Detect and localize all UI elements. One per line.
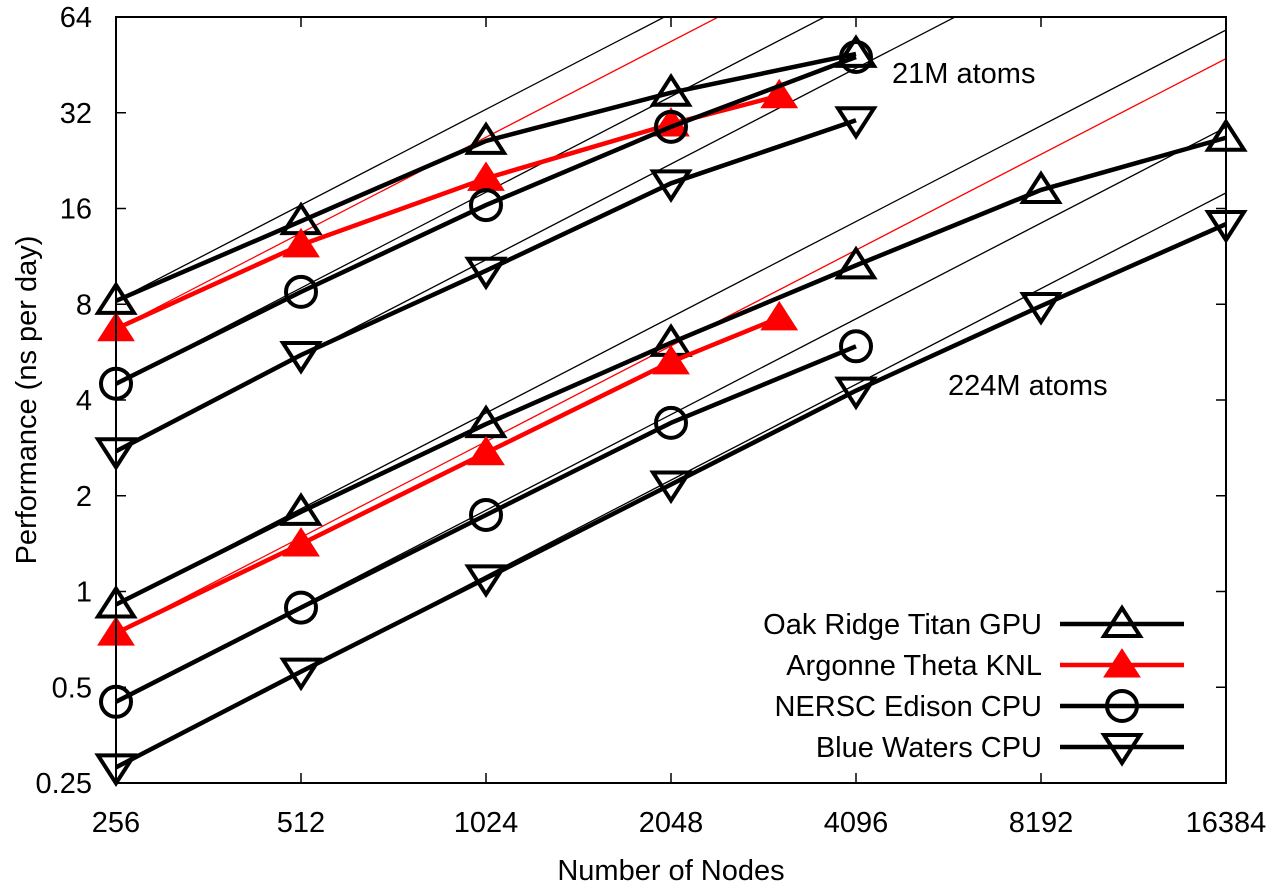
legend-item: NERSC Edison CPU bbox=[774, 689, 1184, 723]
series-line bbox=[114, 118, 857, 454]
x-tick-label: 2048 bbox=[639, 807, 704, 839]
legend-label: Oak Ridge Titan GPU bbox=[763, 609, 1042, 641]
legend-item: Blue Waters CPU bbox=[816, 732, 1184, 767]
series-nersc-edison-cpu-21m-atoms bbox=[99, 40, 873, 401]
triangle-marker bbox=[834, 245, 878, 280]
ideal-scaling-line bbox=[116, 126, 1226, 703]
legend-label: NERSC Edison CPU bbox=[774, 691, 1042, 723]
series-line bbox=[115, 51, 857, 303]
inverted-triangle-marker bbox=[279, 341, 323, 375]
x-axis-label: Number of Nodes bbox=[557, 855, 784, 887]
y-tick-label: 0.25 bbox=[36, 768, 92, 800]
circle-marker bbox=[839, 329, 873, 364]
inverted-triangle-marker bbox=[1019, 291, 1063, 326]
x-tick-label: 16384 bbox=[1186, 807, 1267, 839]
triangle-marker bbox=[649, 72, 693, 107]
y-tick-label: 0.5 bbox=[52, 672, 92, 704]
ideal-scaling-line bbox=[116, 17, 957, 452]
inverted-triangle-marker bbox=[464, 564, 508, 599]
y-tick-label: 2 bbox=[76, 481, 92, 513]
series-line bbox=[114, 344, 857, 704]
x-tick-label: 512 bbox=[277, 807, 325, 839]
legend-item: Oak Ridge Titan GPU bbox=[763, 604, 1184, 641]
filled-triangle-marker bbox=[760, 300, 799, 331]
circle-marker bbox=[284, 590, 318, 625]
legend: Oak Ridge Titan GPU Argonne Theta KNL NERS… bbox=[763, 604, 1184, 767]
circle-marker bbox=[654, 109, 688, 144]
annotation-224m: 224M atoms bbox=[948, 370, 1108, 402]
inverted-triangle-marker bbox=[834, 106, 878, 140]
circle-marker bbox=[654, 405, 688, 440]
x-tick-label: 256 bbox=[92, 807, 140, 839]
x-tick-label: 4096 bbox=[824, 807, 889, 839]
annotation-21m: 21M atoms bbox=[892, 58, 1035, 90]
series-argonne-theta-knl-224m-atoms bbox=[97, 300, 799, 646]
y-axis-label: Performance (ns per day) bbox=[11, 236, 43, 565]
y-tick-label: 1 bbox=[76, 577, 92, 609]
circle-marker bbox=[839, 40, 873, 75]
x-tick-label: 1024 bbox=[454, 807, 519, 839]
y-tick-label: 4 bbox=[76, 385, 92, 417]
inverted-triangle-marker bbox=[834, 376, 878, 411]
ideal-scaling-line bbox=[116, 17, 720, 330]
series-line bbox=[114, 135, 1227, 607]
triangle-marker bbox=[1100, 604, 1144, 638]
triangle-marker bbox=[834, 34, 878, 68]
axis-ticks bbox=[115, 16, 1227, 784]
circle-marker bbox=[284, 274, 318, 309]
triangle-marker bbox=[464, 121, 508, 155]
inverted-triangle-marker bbox=[1100, 733, 1144, 767]
legend-label: Blue Waters CPU bbox=[816, 732, 1042, 764]
filled-triangle-marker bbox=[467, 435, 505, 466]
inverted-triangle-marker bbox=[464, 256, 508, 291]
filled-triangle-marker bbox=[282, 527, 320, 557]
triangle-marker bbox=[279, 492, 323, 526]
inverted-triangle-marker bbox=[279, 657, 323, 692]
ideal-scaling-line bbox=[116, 57, 1226, 634]
y-tick-label: 32 bbox=[60, 98, 92, 130]
legend-item: Argonne Theta KNL bbox=[786, 648, 1184, 682]
series-line bbox=[114, 54, 857, 386]
filled-triangle-marker bbox=[1103, 648, 1141, 678]
ideal-scaling-line bbox=[116, 29, 1226, 606]
circle-marker bbox=[1105, 689, 1139, 723]
ideal-scaling-line bbox=[116, 17, 666, 302]
circle-marker bbox=[469, 497, 503, 532]
ideal-scaling-line bbox=[116, 17, 826, 385]
series-line bbox=[114, 221, 1227, 770]
inverted-triangle-marker bbox=[649, 470, 693, 505]
legend-label: Argonne Theta KNL bbox=[786, 650, 1042, 682]
series-oak-ridge-titan-gpu-21m-atoms bbox=[94, 34, 878, 315]
circle-marker bbox=[469, 188, 503, 223]
y-tick-label: 64 bbox=[60, 2, 92, 34]
y-tick-label: 8 bbox=[76, 289, 92, 321]
series-blue-waters-cpu-224m-atoms bbox=[94, 210, 1248, 788]
triangle-marker bbox=[1019, 170, 1063, 204]
series-layer bbox=[94, 34, 1248, 788]
y-tick-label: 16 bbox=[60, 194, 92, 226]
filled-triangle-marker bbox=[760, 78, 799, 109]
filled-triangle-marker bbox=[282, 227, 320, 258]
filled-triangle-marker bbox=[652, 344, 690, 375]
inverted-triangle-marker bbox=[649, 169, 693, 204]
x-tick-label: 8192 bbox=[1009, 807, 1074, 839]
tick-labels: 256 512 1024 2048 4096 8192 16384 0.25 0.5 1 2 4 8 16… bbox=[36, 2, 1267, 839]
series-nersc-edison-cpu-224m-atoms bbox=[99, 329, 873, 719]
